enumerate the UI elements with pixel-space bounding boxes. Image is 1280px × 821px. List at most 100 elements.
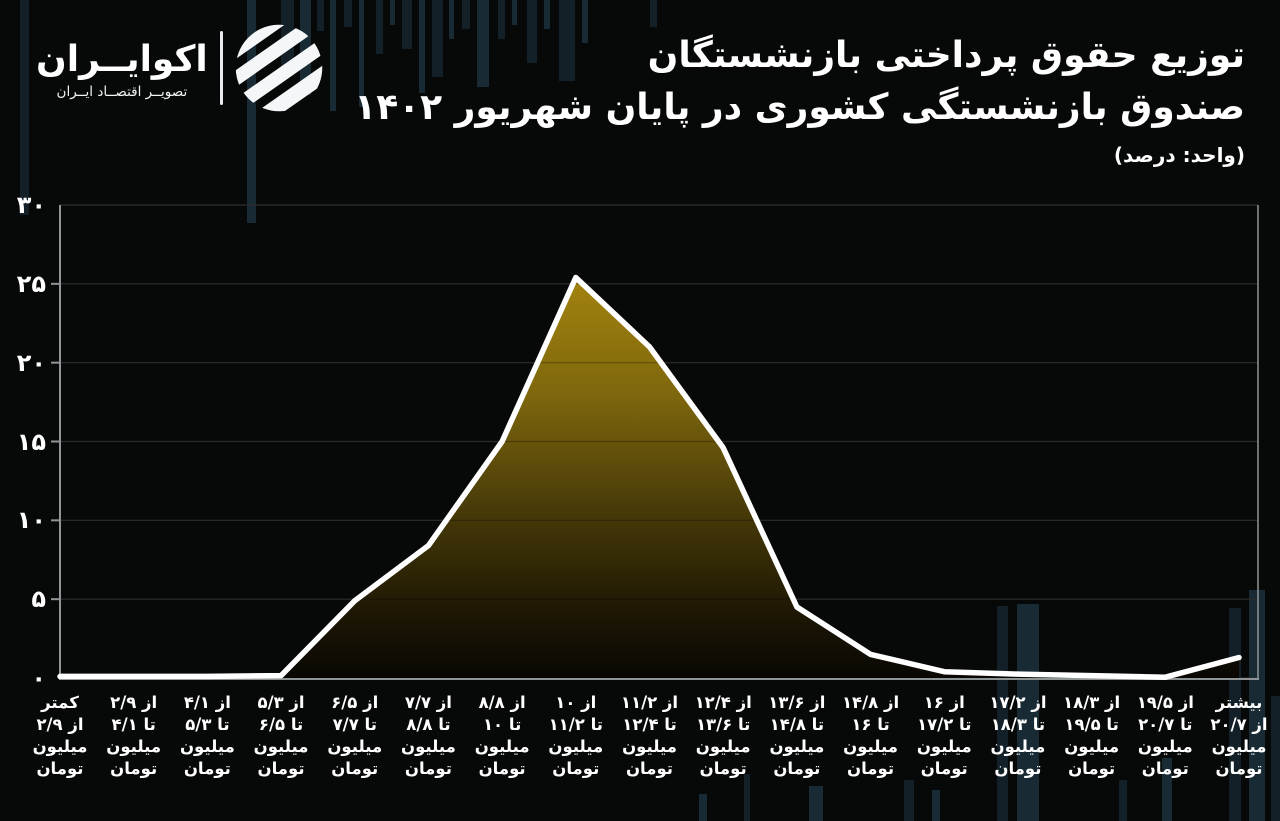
x-axis-label-line: میلیون bbox=[548, 737, 604, 756]
area-fill bbox=[60, 277, 1239, 678]
background-bar bbox=[477, 0, 489, 87]
background-bar bbox=[20, 0, 29, 215]
y-axis-tick-label: ۱۵ bbox=[16, 427, 46, 456]
brand-tagline: تصویــر اقتصــاد ایــران bbox=[56, 83, 188, 100]
x-axis-label-line: تومان bbox=[404, 759, 452, 778]
x-axis-category-label: از ۱۹/۵ تا ۲۰/۷ میلیون تومان bbox=[1127, 692, 1203, 780]
x-axis-label-line: تا ۷/۷ bbox=[332, 715, 377, 734]
chart-title-block: توزیع حقوق پرداختی بازنشستگان صندوق بازن… bbox=[354, 30, 1245, 167]
x-axis-label-line: میلیون bbox=[622, 737, 677, 756]
x-axis-category-label: از ۱۳/۶ تا ۱۴/۸ میلیون تومان bbox=[759, 692, 835, 780]
background-bar bbox=[462, 0, 470, 29]
x-axis-category-label: بیشتر از ۲۰/۷ میلیون تومان bbox=[1201, 692, 1277, 780]
x-axis-category-label: از ۵/۳ تا ۶/۵ میلیون تومان bbox=[243, 692, 319, 780]
background-bar bbox=[344, 0, 352, 27]
x-axis-category-label: از ۱۴/۸ تا ۱۶ میلیون تومان bbox=[833, 692, 909, 780]
y-axis-tick-label: ۲۰ bbox=[16, 348, 46, 377]
y-axis-tick-label: ۲۵ bbox=[16, 269, 46, 298]
y-axis-tick-label: ۱۰ bbox=[16, 506, 46, 535]
x-axis-label-line: از ۲/۹ bbox=[36, 715, 84, 734]
background-bar bbox=[932, 790, 940, 821]
background-bar bbox=[1162, 758, 1172, 821]
x-axis-label-line: تا ۲۰/۷ bbox=[1138, 715, 1193, 734]
x-axis-label-line: تا ۱۴/۸ bbox=[769, 715, 825, 734]
x-axis-category-label: از ۶/۵ تا ۷/۷ میلیون تومان bbox=[317, 692, 393, 780]
chart-title: توزیع حقوق پرداختی بازنشستگان صندوق بازن… bbox=[354, 30, 1245, 134]
y-axis-tick-label: ۳۰ bbox=[16, 191, 46, 219]
x-axis-category-label: از ۱۲/۴ تا ۱۳/۶ میلیون تومان bbox=[685, 692, 761, 780]
x-axis-label-line: تومان bbox=[625, 759, 674, 778]
x-axis-category-label: از ۲/۹ تا ۴/۱ میلیون تومان bbox=[96, 692, 172, 780]
x-axis-label-line: تا ۵/۳ bbox=[185, 715, 230, 734]
x-axis-label-line: از ۱۶ bbox=[923, 693, 965, 712]
x-axis-label-line: از ۵/۳ bbox=[257, 693, 305, 712]
x-axis-label-line: بیشتر bbox=[1215, 693, 1263, 712]
x-axis-label-line: تومان bbox=[847, 759, 895, 778]
background-bar bbox=[512, 0, 517, 25]
x-axis-category-label: از ۸/۸ تا ۱۰ میلیون تومان bbox=[464, 692, 540, 780]
x-axis-category-label: از ۱۸/۳ تا ۱۹/۵ میلیون تومان bbox=[1054, 692, 1130, 780]
x-axis-label-line: تومان bbox=[552, 759, 600, 778]
brand-logo: اکوایــران تصویــر اقتصــاد ایــران bbox=[36, 22, 325, 114]
x-axis-category-label: از ۱۶ تا ۱۷/۲ میلیون تومان bbox=[906, 692, 982, 780]
y-axis-tick-label: ۵ bbox=[31, 585, 46, 614]
background-bar bbox=[527, 0, 537, 63]
x-axis-label-line: میلیون bbox=[253, 737, 309, 756]
x-axis-label-line: تا ۱۷/۲ bbox=[917, 715, 972, 734]
background-bar bbox=[402, 0, 412, 49]
x-axis-label-line: میلیون bbox=[1211, 737, 1267, 756]
x-axis-label-line: از ۲۰/۷ bbox=[1210, 715, 1268, 734]
x-axis-label-line: از ۱۷/۲ bbox=[989, 693, 1047, 712]
chart-title-line2: صندوق بازنشستگی کشوری در پایان شهریور ۱۴… bbox=[354, 87, 1245, 128]
x-axis-label-line: تومان bbox=[257, 759, 305, 778]
background-bar bbox=[997, 606, 1008, 821]
background-bar bbox=[390, 0, 395, 25]
data-line bbox=[57, 274, 1242, 680]
x-axis-label-line: تومان bbox=[1141, 759, 1189, 778]
x-axis-label-line: میلیون bbox=[1137, 737, 1193, 756]
background-bar bbox=[1271, 696, 1280, 821]
x-axis-label-line: تومان bbox=[331, 759, 379, 778]
x-axis-label-line: تا ۶/۵ bbox=[258, 715, 304, 734]
chart-title-line1: توزیع حقوق پرداختی بازنشستگان bbox=[647, 35, 1245, 76]
y-axis-tick-label: ۰ bbox=[31, 664, 46, 692]
x-axis-label-line: تا ۴/۱ bbox=[111, 715, 156, 734]
x-axis-label-line: میلیون bbox=[401, 737, 456, 756]
x-axis-label-line: تومان bbox=[110, 759, 158, 778]
background-bar bbox=[904, 780, 914, 821]
x-axis-category-label: از ۱۷/۲ تا ۱۸/۳ میلیون تومان bbox=[980, 692, 1056, 780]
x-axis-label-line: میلیون bbox=[32, 737, 88, 756]
background-bar bbox=[1017, 604, 1039, 821]
background-bar bbox=[582, 0, 588, 43]
x-axis-label-line: میلیون bbox=[843, 737, 898, 756]
background-bar bbox=[300, 0, 311, 95]
x-axis-label-line: تا ۱۰ bbox=[482, 715, 522, 734]
background-bar bbox=[359, 0, 364, 107]
x-axis-label-line: تا ۱۸/۳ bbox=[990, 715, 1046, 734]
x-axis-category-label: کمتر از ۲/۹ میلیون تومان bbox=[22, 692, 98, 780]
background-bar bbox=[376, 0, 383, 54]
x-axis-category-label: از ۱۱/۲ تا ۱۲/۴ میلیون تومان bbox=[612, 692, 688, 780]
x-axis-label-line: تا ۱۶ bbox=[851, 715, 890, 734]
x-axis-label-line: تومان bbox=[478, 759, 526, 778]
x-axis-label-line: تومان bbox=[773, 759, 821, 778]
background-bar bbox=[330, 0, 336, 111]
background-bar bbox=[419, 0, 425, 93]
x-axis-label-line: میلیون bbox=[695, 737, 751, 756]
x-axis-label-line: میلیون bbox=[769, 737, 825, 756]
background-bar bbox=[650, 0, 657, 27]
x-axis-label-line: از ۱۳/۶ bbox=[768, 693, 826, 712]
logo-divider bbox=[219, 31, 223, 105]
x-axis-label-line: از ۱۱/۲ bbox=[620, 693, 679, 712]
x-axis-label-line: تومان bbox=[994, 759, 1042, 778]
x-axis-label-line: از ۴/۱ bbox=[183, 693, 231, 712]
x-axis-label-line: میلیون bbox=[1064, 737, 1120, 756]
x-axis-label-line: تا ۸/۸ bbox=[406, 715, 451, 734]
background-bar bbox=[498, 0, 505, 39]
background-bar bbox=[1249, 590, 1265, 821]
brand-name: اکوایــران bbox=[36, 38, 208, 80]
x-axis-label-line: تا ۱۳/۶ bbox=[695, 715, 751, 734]
